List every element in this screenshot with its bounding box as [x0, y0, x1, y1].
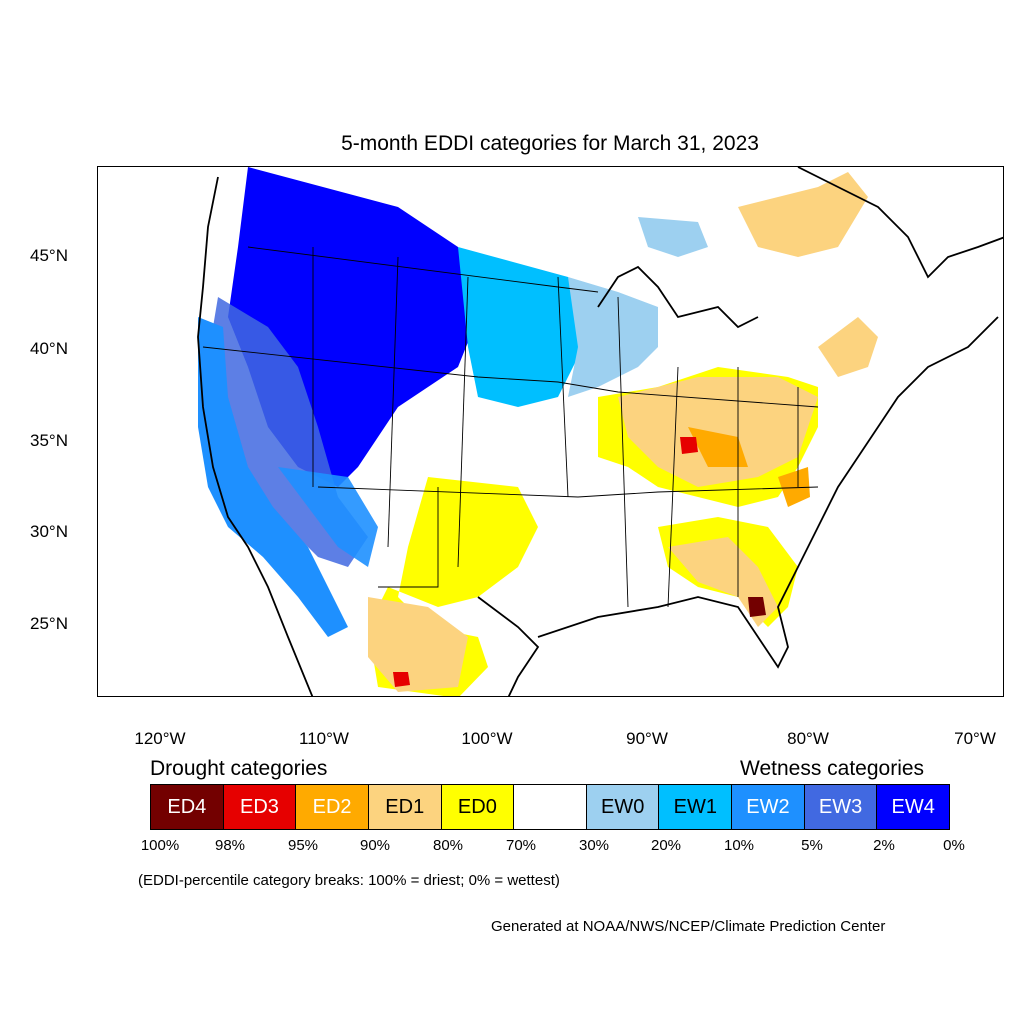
region-ew0-lakes [638, 217, 708, 257]
swatch-ew2: EW2 [732, 785, 805, 829]
region-ew1-plains [458, 247, 598, 407]
region-ed1-ohio-valley [618, 377, 818, 487]
drought-heading: Drought categories [150, 757, 328, 780]
coastlines [197, 167, 1003, 696]
lat-label-25n: 25°N [30, 614, 68, 633]
swatch-ew1: EW1 [659, 785, 733, 829]
break-label-95: 95% [287, 837, 319, 854]
state-borders [202, 246, 819, 608]
swatch-ed4: ED4 [151, 785, 224, 829]
credit-line: Generated at NOAA/NWS/NCEP/Climate Predi… [491, 918, 886, 935]
swatch-ew4: EW4 [877, 785, 950, 829]
region-ed4-florida [748, 597, 766, 617]
lat-label-40n: 40°N [30, 339, 68, 358]
eddi-map [97, 166, 1004, 697]
lon-label-90w: 90°W [626, 729, 668, 748]
break-label-5: 5% [801, 837, 823, 854]
lon-label-70w: 70°W [954, 729, 996, 748]
break-label-98: 98% [214, 837, 246, 854]
swatch-ed2: ED2 [296, 785, 369, 829]
break-label-10: 10% [723, 837, 755, 854]
region-ew2-coast [198, 317, 348, 637]
break-label-90: 90% [359, 837, 391, 854]
lon-label-80w: 80°W [787, 729, 829, 748]
break-label-30: 30% [578, 837, 610, 854]
break-label-20: 20% [650, 837, 682, 854]
swatch-ew3: EW3 [804, 785, 878, 829]
lat-label-45n: 45°N [30, 246, 68, 265]
swatch-ed0: ED0 [441, 785, 515, 829]
break-label-0: 0% [943, 837, 965, 854]
region-ew0-north [568, 277, 658, 397]
wetness-heading: Wetness categories [740, 757, 925, 780]
break-label-100: 100% [140, 837, 180, 854]
break-label-2: 2% [873, 837, 895, 854]
lon-label-120w: 120°W [134, 729, 186, 748]
lat-label-35n: 35°N [30, 431, 68, 450]
region-ed1-northeast [818, 317, 878, 377]
swatch-ed3: ED3 [223, 785, 297, 829]
lon-label-100w: 100°W [461, 729, 513, 748]
region-ew2-basin [278, 467, 378, 567]
breaks-note: (EDDI-percentile category breaks: 100% =… [138, 872, 560, 889]
category-legend: ED4 ED3 ED2 ED1 ED0 EW0 EW1 EW2 EW3 EW4 [150, 784, 950, 830]
swatch-ew0: EW0 [586, 785, 660, 829]
region-ed2-carolina [778, 467, 810, 507]
lat-label-30n: 30°N [30, 522, 68, 541]
region-ed1-mexico [368, 597, 468, 692]
break-label-80: 80% [432, 837, 464, 854]
lon-label-110w: 110°W [299, 729, 349, 748]
map-canvas [197, 167, 1003, 696]
map-title: 5-month EDDI categories for March 31, 20… [341, 132, 759, 155]
region-ed1-quebec [738, 172, 868, 257]
swatch-neutral [514, 785, 587, 829]
region-ed2-ohio-valley [688, 427, 748, 467]
region-ed3-mexico [393, 672, 410, 687]
break-label-70: 70% [505, 837, 537, 854]
region-ed3-kentucky [680, 437, 698, 454]
swatch-ed1: ED1 [368, 785, 442, 829]
